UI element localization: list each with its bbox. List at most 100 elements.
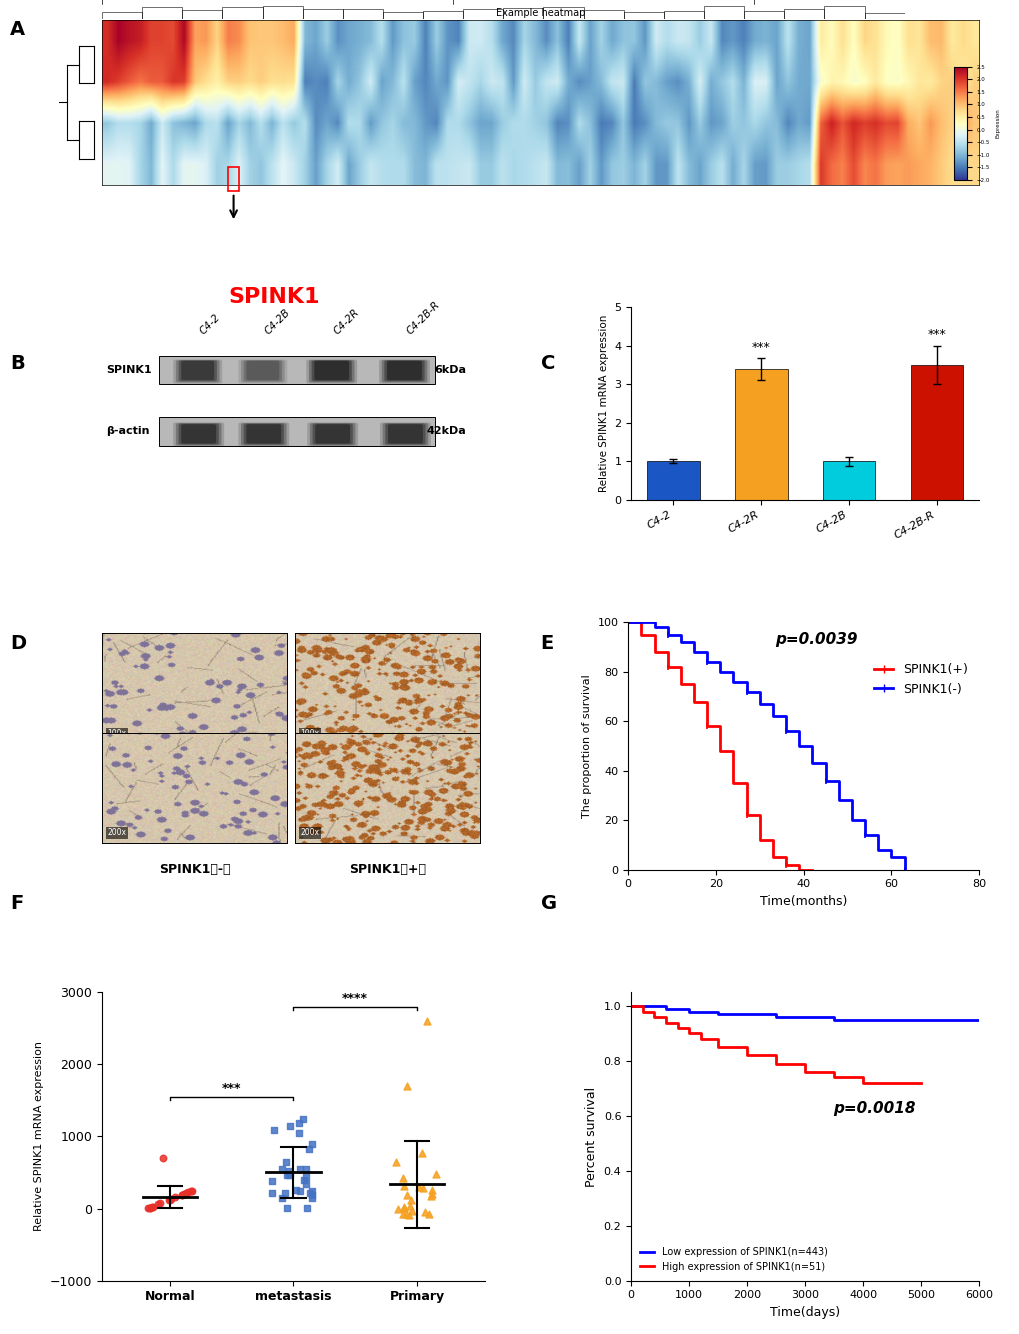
Point — [266, 1119, 282, 1141]
Point — [155, 1147, 171, 1169]
FancyBboxPatch shape — [244, 424, 283, 444]
Text: 100x: 100x — [107, 728, 126, 738]
High expression of SPINK1(n=51) — [856, 1075, 868, 1091]
Text: SPINK1（-）: SPINK1（-） — [159, 863, 230, 876]
Point — [302, 1183, 318, 1205]
Point — [294, 1109, 311, 1130]
Low expression of SPINK1(n=443) — [636, 998, 648, 1014]
FancyBboxPatch shape — [315, 424, 350, 444]
Point — [303, 1181, 319, 1202]
Point — [401, 1195, 418, 1217]
Point — [142, 1197, 158, 1218]
FancyBboxPatch shape — [247, 360, 279, 380]
FancyBboxPatch shape — [384, 360, 424, 382]
Low expression of SPINK1(n=443) — [827, 1011, 840, 1027]
Bar — [822, 462, 874, 500]
Point — [280, 1161, 297, 1182]
Point — [395, 1198, 412, 1219]
Bar — [910, 366, 962, 500]
FancyBboxPatch shape — [173, 360, 222, 384]
Point — [291, 1159, 308, 1181]
X-axis label: Time(months): Time(months) — [759, 895, 847, 908]
Point — [298, 1166, 314, 1187]
High expression of SPINK1(n=51) — [671, 1021, 683, 1037]
Point — [278, 1165, 294, 1186]
Point — [152, 1193, 168, 1214]
High expression of SPINK1(n=51) — [711, 1039, 723, 1055]
FancyBboxPatch shape — [385, 424, 425, 444]
Y-axis label: Expression: Expression — [995, 108, 1000, 139]
Point — [404, 1201, 420, 1222]
Point — [177, 1182, 194, 1203]
High expression of SPINK1(n=51) — [694, 1031, 706, 1047]
Low expression of SPINK1(n=443) — [625, 998, 637, 1014]
Point — [274, 1158, 290, 1179]
FancyBboxPatch shape — [159, 418, 435, 446]
FancyBboxPatch shape — [238, 360, 287, 384]
Text: 200x: 200x — [107, 828, 126, 838]
FancyBboxPatch shape — [178, 360, 217, 382]
Text: ***: *** — [751, 340, 769, 354]
Point — [422, 1186, 438, 1207]
Low expression of SPINK1(n=443) — [856, 1011, 868, 1027]
Point — [280, 1165, 297, 1186]
Text: 100x: 100x — [301, 728, 319, 738]
Point — [183, 1181, 200, 1202]
High expression of SPINK1(n=51) — [625, 998, 637, 1014]
Text: A: A — [10, 20, 25, 39]
Point — [421, 1203, 437, 1225]
Point — [167, 1187, 183, 1209]
High expression of SPINK1(n=51) — [914, 1075, 926, 1091]
Line: High expression of SPINK1(n=51): High expression of SPINK1(n=51) — [631, 1006, 920, 1083]
Text: SPINK1（+）: SPINK1（+） — [348, 863, 426, 876]
FancyBboxPatch shape — [310, 423, 356, 446]
FancyBboxPatch shape — [159, 356, 435, 384]
Low expression of SPINK1(n=443) — [886, 1011, 898, 1027]
Point — [414, 1142, 430, 1163]
High expression of SPINK1(n=51) — [683, 1026, 695, 1042]
Point — [264, 1183, 280, 1205]
Low expression of SPINK1(n=443) — [740, 1006, 752, 1022]
FancyBboxPatch shape — [244, 360, 281, 382]
Point — [276, 1182, 292, 1203]
Low expression of SPINK1(n=443) — [914, 1011, 926, 1027]
Point — [394, 1167, 411, 1189]
FancyBboxPatch shape — [247, 424, 281, 444]
Text: C: C — [540, 354, 554, 372]
Text: 6kDa: 6kDa — [433, 366, 466, 375]
Low expression of SPINK1(n=443) — [944, 1011, 956, 1027]
Text: C4-2B: C4-2B — [263, 307, 291, 336]
FancyBboxPatch shape — [314, 360, 348, 380]
Bar — [646, 462, 699, 500]
Point — [299, 1197, 315, 1218]
Point — [287, 1179, 304, 1201]
Text: C4-2: C4-2 — [198, 312, 222, 336]
Point — [298, 1158, 314, 1179]
Point — [415, 1178, 431, 1199]
FancyBboxPatch shape — [175, 423, 221, 446]
FancyBboxPatch shape — [380, 423, 430, 447]
Point — [182, 1181, 199, 1202]
Text: p=0.0039: p=0.0039 — [774, 632, 857, 647]
Point — [140, 1198, 156, 1219]
Y-axis label: Relative SPINK1 mRNA expression: Relative SPINK1 mRNA expression — [35, 1042, 44, 1231]
Point — [427, 1163, 443, 1185]
Text: G: G — [540, 894, 556, 912]
X-axis label: Time(days): Time(days) — [769, 1306, 840, 1319]
FancyBboxPatch shape — [382, 423, 428, 446]
High expression of SPINK1(n=51) — [647, 1009, 659, 1025]
Point — [423, 1179, 439, 1201]
Text: SPINK1: SPINK1 — [106, 366, 151, 375]
Legend: Low expression of SPINK1(n=443), High expression of SPINK1(n=51): Low expression of SPINK1(n=443), High ex… — [635, 1243, 832, 1275]
Text: 42kDa: 42kDa — [426, 427, 466, 436]
Low expression of SPINK1(n=443) — [798, 1009, 810, 1025]
Point — [416, 1201, 432, 1222]
FancyBboxPatch shape — [175, 360, 219, 383]
Title: Example heatmap: Example heatmap — [495, 8, 585, 17]
Point — [145, 1195, 161, 1217]
Point — [296, 1170, 312, 1191]
Legend: SPINK1(+), SPINK1(-): SPINK1(+), SPINK1(-) — [868, 659, 972, 700]
Low expression of SPINK1(n=443) — [711, 1006, 723, 1022]
Low expression of SPINK1(n=443) — [671, 1000, 683, 1017]
Text: 200x: 200x — [301, 828, 319, 838]
